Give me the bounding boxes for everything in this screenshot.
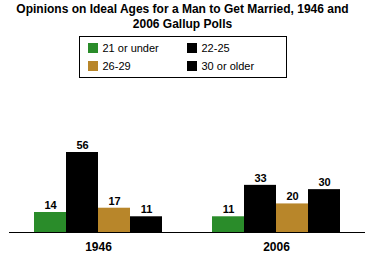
svg-text:33: 33 bbox=[254, 172, 266, 184]
html-text:22-25: 22-25 bbox=[201, 42, 230, 54]
svg-text:20: 20 bbox=[286, 190, 298, 202]
html-text:26-29: 26-29 bbox=[102, 60, 131, 72]
svg-text:11: 11 bbox=[141, 203, 153, 215]
html-text:Opinions on Ideal Ages for a M: Opinions on Ideal Ages for a Man to Get … bbox=[16, 2, 349, 31]
svg-text:30: 30 bbox=[318, 176, 330, 188]
html-text:21 or under: 21 or under bbox=[102, 42, 159, 54]
svg-text:1946: 1946 bbox=[85, 240, 112, 254]
svg-text:11: 11 bbox=[223, 203, 235, 215]
svg-text:56: 56 bbox=[76, 139, 88, 151]
svg-text:14: 14 bbox=[44, 199, 57, 211]
html-text:30 or older: 30 or older bbox=[201, 60, 255, 72]
svg-text:2006: 2006 bbox=[263, 240, 290, 254]
svg-text:17: 17 bbox=[108, 195, 120, 207]
